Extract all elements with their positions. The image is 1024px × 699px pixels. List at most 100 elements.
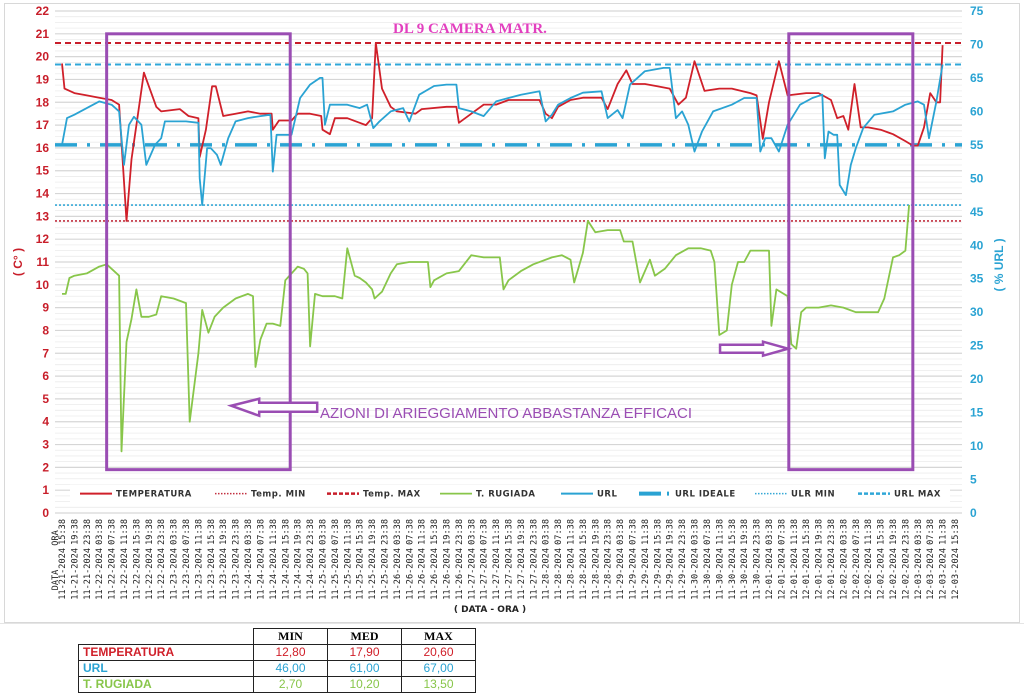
x-header-data: DATA [51,569,61,591]
series-url [61,64,944,207]
x-tick-time: 11:38 [641,519,651,545]
x-tick-date: 11-29-2024 [666,548,676,600]
x-tick-time: 15:38 [132,519,142,545]
stats-header-med: MED [327,628,402,645]
x-tick-time: 19:38 [219,519,229,545]
x-tick-time: 19:38 [740,519,750,545]
x-tick-date: 11-26-2024 [430,548,440,600]
x-tick-date: 12-02-2024 [877,548,887,600]
stats-header-row: MIN MED MAX [78,628,476,645]
x-tick-time: 07:38 [182,519,192,545]
x-tick-date: 11-28-2024 [579,548,589,600]
x-header-ora: ORA [51,529,61,545]
x-tick-date: 11-26-2024 [418,548,428,600]
x-tick-date: 11-27-2024 [480,548,490,600]
y-tick-left: 21 [36,27,50,41]
x-tick-date: 11-25-2024 [380,548,390,600]
y-tick-right: 70 [970,37,984,51]
y-tick-left: 2 [42,460,49,474]
y-tick-right: 35 [970,272,984,286]
legend-background [70,484,950,503]
x-tick-time: 03:38 [914,519,924,545]
y-tick-left: 14 [36,187,50,201]
y-tick-right: 20 [970,372,984,386]
x-tick-date: 11-29-2024 [629,548,639,600]
x-tick-time: 19:38 [442,519,452,545]
x-tick-time: 23:38 [380,519,390,545]
y-tick-left: 22 [36,4,50,18]
x-tick-date: 11-24-2024 [294,548,304,600]
x-tick-date: 11-30-2024 [703,548,713,600]
x-tick-date: 12-01-2024 [827,548,837,600]
x-tick-time: 03:38 [616,519,626,545]
x-tick-time: 07:38 [331,519,341,545]
x-tick-date: 11-23-2024 [170,548,180,600]
left-axis-title: ( C° ) [11,248,25,276]
legend-label: TEMPERATURA [116,490,192,500]
x-tick-time: 11:38 [492,519,502,545]
x-tick-time: 15:38 [802,519,812,545]
y-tick-left: 20 [36,50,50,64]
x-tick-date: 11-28-2024 [591,548,601,600]
x-tick-time: 23:38 [827,519,837,545]
x-tick-time: 07:38 [554,519,564,545]
x-tick-time: 15:38 [58,519,68,545]
chart-frame [4,3,1020,623]
x-tick-date: 11-21-2024 [83,548,93,600]
y-tick-right: 5 [970,473,977,487]
x-tick-date: 11-24-2024 [306,548,316,600]
x-tick-time: 23:38 [157,519,167,545]
y-tick-right: 15 [970,406,984,420]
y-tick-left: 0 [42,506,49,520]
x-tick-date: 12-02-2024 [901,548,911,600]
x-tick-date: 12-01-2024 [815,548,825,600]
x-tick-date: 11-22-2024 [132,548,142,600]
x-tick-time: 07:38 [629,519,639,545]
x-tick-time: 15:38 [430,519,440,545]
y-tick-right: 60 [970,104,984,118]
x-tick-date: 11-25-2024 [331,548,341,600]
y-tick-left: 1 [42,483,49,497]
y-tick-left: 13 [36,209,50,223]
x-tick-date: 11-28-2024 [554,548,564,600]
x-tick-date: 12-02-2024 [864,548,874,600]
x-tick-date: 12-01-2024 [777,548,787,600]
stats-row-url: URL 46,00 61,00 67,00 [78,660,476,677]
y-tick-right: 50 [970,171,984,185]
x-tick-date: 11-26-2024 [442,548,452,600]
x-tick-date: 12-01-2024 [802,548,812,600]
x-tick-time: 11:38 [567,519,577,545]
x-tick-date: 12-02-2024 [889,548,899,600]
right-axis-ticks: 0 5 10 15 20 25 30 35 40 45 50 55 60 65 70 75 [970,4,984,520]
x-tick-time: 03:38 [542,519,552,545]
x-tick-date: 11-30-2024 [691,548,701,600]
x-tick-date: 12-02-2024 [852,548,862,600]
x-tick-time: 07:38 [777,519,787,545]
y-tick-left: 16 [36,141,50,155]
arrow-right-icon [718,340,793,358]
y-tick-right: 40 [970,238,984,252]
x-tick-time: 07:38 [108,519,118,545]
x-tick-time: 07:38 [852,519,862,545]
stats-label: URL [78,660,254,677]
y-tick-left: 5 [42,392,49,406]
x-tick-time: 15:38 [579,519,589,545]
x-tick-time: 11:38 [194,519,204,545]
x-tick-time: 11:38 [120,519,130,545]
chart-title: DL 9 CAMERA MATR. [393,21,547,37]
x-tick-date: 11-26-2024 [455,548,465,600]
x-tick-date: 11-27-2024 [467,548,477,600]
x-tick-date: 11-26-2024 [393,548,403,600]
gridlines [55,10,962,514]
y-tick-right: 0 [970,506,977,520]
x-tick-time: 11:38 [715,519,725,545]
stats-table: MIN MED MAX TEMPERATURA 12,80 17,90 20,6… [78,628,476,693]
x-tick-date: 11-30-2024 [715,548,725,600]
x-tick-date: 12-03-2024 [951,548,961,600]
x-tick-date: 11-27-2024 [492,548,502,600]
x-tick-time: 03:38 [467,519,477,545]
legend-label: Temp. MIN [251,490,306,500]
x-tick-date: 11-22-2024 [145,548,155,600]
